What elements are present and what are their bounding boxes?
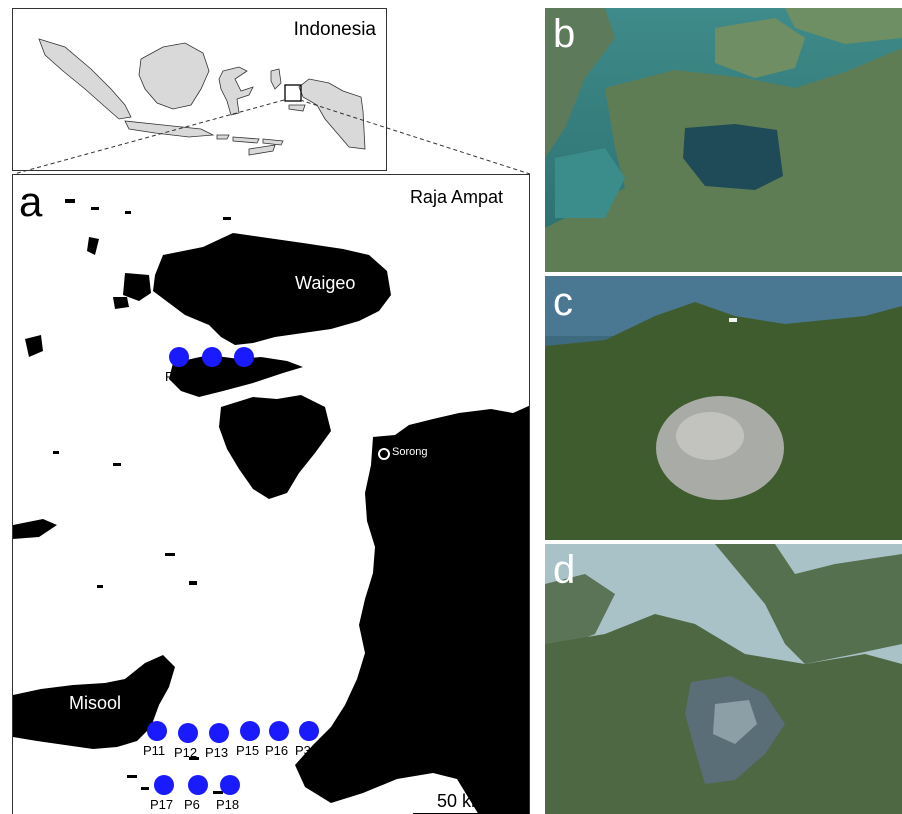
landmass-shapes xyxy=(13,199,529,814)
site-label-p25: P25 xyxy=(198,369,222,384)
photo-letter-b: b xyxy=(553,12,576,56)
site-label-p17: P17 xyxy=(150,797,174,812)
scale-bar-label: 50 km xyxy=(437,791,487,811)
photo-panel-c: c xyxy=(545,276,902,540)
site-marker-p18 xyxy=(220,775,240,795)
site-label-p26: P26 xyxy=(230,369,254,384)
site-label-p12: P12 xyxy=(174,745,198,760)
photo-panel-b: b xyxy=(545,8,902,272)
site-label-p13: P13 xyxy=(205,745,229,760)
panel-letter-a: a xyxy=(19,178,43,225)
site-label-p33: P33 xyxy=(295,743,319,758)
site-label-p11: P11 xyxy=(143,743,166,758)
city-marker-sorong xyxy=(378,448,390,460)
site-marker-p6 xyxy=(188,775,208,795)
site-marker-p16 xyxy=(269,721,289,741)
site-marker-p12 xyxy=(178,723,198,743)
site-label-p15: P15 xyxy=(236,743,260,758)
site-label-p18: P18 xyxy=(216,797,240,812)
city-label-sorong: Sorong xyxy=(392,446,428,458)
island-label-misool: Misool xyxy=(69,693,122,713)
site-marker-p13 xyxy=(209,723,229,743)
site-marker-p33 xyxy=(299,721,319,741)
indonesia-inset-map: Indonesia xyxy=(12,8,387,171)
site-marker-p15 xyxy=(240,721,260,741)
site-marker-p24 xyxy=(169,347,189,367)
photo-letter-d: d xyxy=(553,548,576,592)
island-label-waigeo: Waigeo xyxy=(295,273,356,293)
site-marker-p26 xyxy=(234,347,254,367)
photo-panel-d: d xyxy=(545,544,902,814)
site-marker-p25 xyxy=(202,347,222,367)
map-title: Raja Ampat xyxy=(409,187,503,207)
site-label-p16: P16 xyxy=(265,743,289,758)
photo-letter-c: c xyxy=(553,280,573,324)
raja-ampat-map: a Raja Ampat Waigeo Misool Sorong P24 P25… xyxy=(12,174,530,814)
site-marker-p17 xyxy=(154,775,174,795)
site-label-p6: P6 xyxy=(184,797,200,812)
site-label-p24: P24 xyxy=(165,369,189,384)
inset-title: Indonesia xyxy=(293,19,376,40)
site-marker-p11 xyxy=(147,721,167,741)
